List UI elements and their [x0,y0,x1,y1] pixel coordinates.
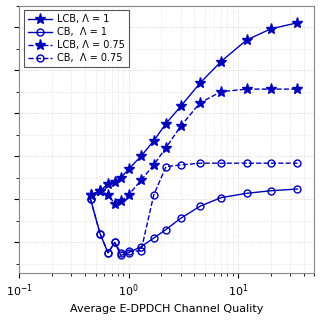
LCB, Λ = 1 [89,193,92,197]
LCB, Λ = 1 [113,180,117,184]
LCB, Λ = 0.75 [245,87,249,91]
LCB, Λ = 1 [98,189,102,193]
LCB, Λ = 0.75 [127,193,131,197]
CB,  Λ = 1 [98,232,102,236]
CB,  Λ = 1 [139,245,143,249]
CB,  Λ = 0.75 [198,161,202,165]
CB,  Λ = 0.75 [98,232,102,236]
LCB, Λ = 0.75 [106,193,110,197]
CB,  Λ = 0.75 [269,161,273,165]
CB,  Λ = 1 [164,228,168,231]
Line: CB,  Λ = 0.75: CB, Λ = 0.75 [87,160,301,256]
LCB, Λ = 1 [119,176,123,180]
LCB, Λ = 0.75 [89,193,92,197]
LCB, Λ = 1 [127,167,131,171]
CB,  Λ = 0.75 [179,163,183,167]
CB,  Λ = 0.75 [152,193,156,197]
X-axis label: Average E-DPDCH Channel Quality: Average E-DPDCH Channel Quality [70,304,263,315]
LCB, Λ = 1 [219,60,223,63]
CB,  Λ = 0.75 [113,241,117,244]
CB,  Λ = 0.75 [164,165,168,169]
LCB, Λ = 1 [179,104,183,108]
LCB, Λ = 0.75 [164,146,168,149]
Line: LCB, Λ = 0.75: LCB, Λ = 0.75 [85,84,303,209]
LCB, Λ = 1 [106,182,110,186]
LCB, Λ = 0.75 [269,87,273,91]
LCB, Λ = 0.75 [198,101,202,105]
Line: LCB, Λ = 1: LCB, Λ = 1 [85,17,303,201]
CB,  Λ = 1 [245,191,249,195]
Legend: LCB, Λ = 1, CB,  Λ = 1, LCB, Λ = 0.75, CB,  Λ = 0.75: LCB, Λ = 1, CB, Λ = 1, LCB, Λ = 0.75, CB… [24,11,129,67]
LCB, Λ = 1 [198,81,202,85]
CB,  Λ = 0.75 [245,161,249,165]
CB,  Λ = 1 [269,189,273,193]
LCB, Λ = 1 [296,21,300,25]
CB,  Λ = 0.75 [139,249,143,253]
CB,  Λ = 1 [106,251,110,255]
CB,  Λ = 0.75 [296,161,300,165]
LCB, Λ = 0.75 [296,87,300,91]
CB,  Λ = 0.75 [89,197,92,201]
LCB, Λ = 0.75 [179,124,183,128]
CB,  Λ = 1 [119,253,123,257]
LCB, Λ = 0.75 [119,199,123,203]
LCB, Λ = 0.75 [219,90,223,94]
CB,  Λ = 0.75 [127,249,131,253]
CB,  Λ = 1 [296,187,300,191]
LCB, Λ = 1 [139,154,143,158]
LCB, Λ = 0.75 [98,189,102,193]
CB,  Λ = 1 [198,204,202,208]
CB,  Λ = 1 [113,241,117,244]
CB,  Λ = 0.75 [119,251,123,255]
LCB, Λ = 1 [164,122,168,125]
LCB, Λ = 0.75 [113,202,117,205]
LCB, Λ = 0.75 [139,179,143,182]
LCB, Λ = 1 [269,27,273,31]
LCB, Λ = 1 [152,139,156,143]
CB,  Λ = 1 [89,197,92,201]
CB,  Λ = 1 [219,196,223,200]
Line: CB,  Λ = 1: CB, Λ = 1 [87,186,301,259]
CB,  Λ = 1 [152,236,156,240]
LCB, Λ = 0.75 [152,163,156,167]
CB,  Λ = 1 [127,251,131,255]
CB,  Λ = 0.75 [219,161,223,165]
LCB, Λ = 1 [245,38,249,42]
CB,  Λ = 1 [179,216,183,220]
CB,  Λ = 0.75 [106,251,110,255]
